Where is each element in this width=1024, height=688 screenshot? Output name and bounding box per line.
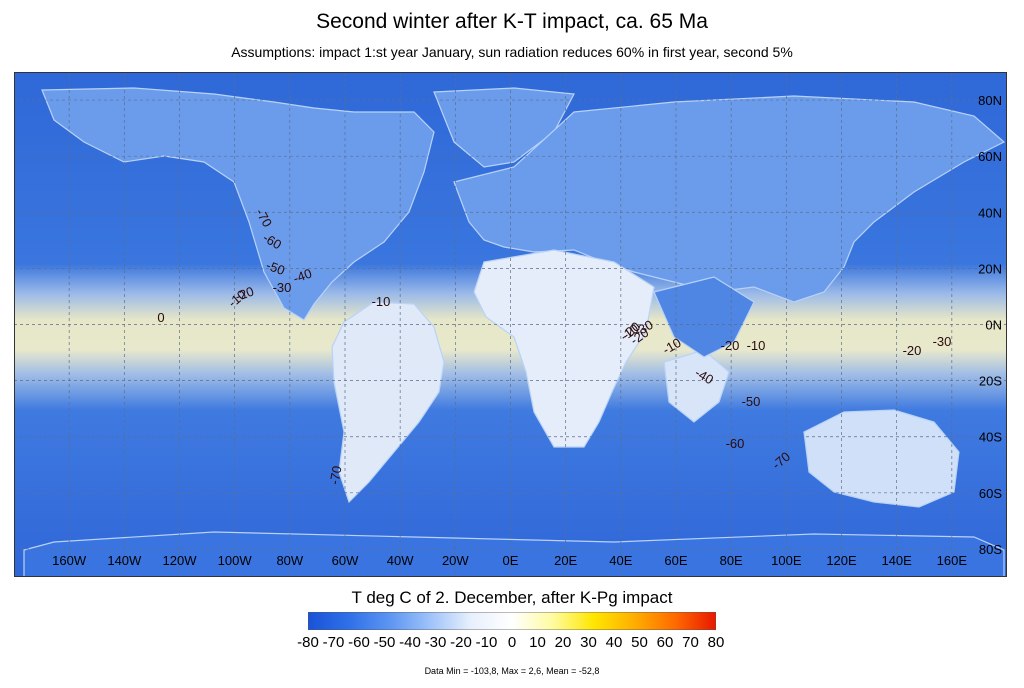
colorbar-title: T deg C of 2. December, after K-Pg impac… [351,588,673,607]
lat-label: 60N [978,149,1002,164]
colorbar-tick-label: -60 [348,634,370,651]
contour-label: -20 [233,284,256,305]
data-stats: Data Min = -103,8, Max = 2,6, Mean = -52… [424,666,600,676]
lon-label: 100W [218,553,253,568]
lat-label: 40N [978,205,1002,220]
map-frame [14,72,1007,577]
landmass-australia [803,409,960,508]
colorbar [308,612,716,630]
lon-label-group: 160W 140W 120W 100W 80W 60W 40W 20W 0E 20E 40E 60E 8… [52,553,967,568]
contour-label: -70 [327,465,345,486]
colorbar-tick-labels: -80 -70 -60 -50 -40 -30 -20 -10 0 10 20 30 40 50 60 70 8… [290,634,734,654]
lat-label-group: 80N 60N 40N 20N 0N 20S 40S 60S 80S [978,93,1002,557]
colorbar-tick-label: -50 [373,634,396,651]
lon-label: 20W [442,553,469,568]
colorbar-tick-label: 20 [554,634,572,651]
colorbar-tick-label: 30 [580,634,597,651]
lon-label: 140W [107,553,142,568]
lon-label: 120E [826,553,857,568]
lat-label: 80N [978,93,1002,108]
contour-label: -50 [742,394,761,409]
map-title: Second winter after K-T impact, ca. 65 M… [316,10,708,33]
lon-label: 160E [937,553,968,568]
colorbar-gradient [308,612,716,630]
lat-label: 0N [985,318,1002,333]
contour-label: -20 [721,338,740,353]
colorbar-tick-label: -30 [424,634,447,651]
lon-label: 160W [52,553,87,568]
lat-label: 20N [978,261,1002,276]
contour-label: -60 [726,436,745,451]
lon-label: 140E [881,553,912,568]
lat-label: 60S [979,486,1002,501]
colorbar-tick-label: -10 [475,634,498,651]
lat-label: 40S [979,430,1002,445]
temperature-map: 160W 140W 120W 100W 80W 60W 40W 20W 0E 20E 40E 60E 8… [14,72,1007,577]
lon-label: 60E [664,553,687,568]
colorbar-tick-label: -20 [450,634,472,651]
graticule [14,72,1007,577]
landmass-india [653,276,755,358]
colorbar-tick-label: 50 [631,634,648,651]
lat-label: 80S [979,542,1002,557]
landmass-eurasia [453,95,1006,303]
contour-label: -40 [291,266,314,287]
map-subtitle: Assumptions: impact 1:st year January, s… [231,44,793,60]
landmasses [23,87,1006,577]
landmass-africa [473,249,655,448]
colorbar-tick-label: 0 [507,634,517,651]
colorbar-tick-label: 10 [529,634,546,651]
colorbar-tick-label: 40 [605,634,623,651]
lon-label: 100E [771,553,802,568]
lon-label: 40E [609,553,632,568]
lon-label: 120W [163,553,198,568]
lat-label: 20S [979,374,1002,389]
landmass-south-america [331,301,445,504]
contour-label: -10 [747,338,766,353]
landmass-antarctica [23,531,1005,577]
lon-label: 20E [554,553,577,568]
lon-label: 80E [720,553,743,568]
contour-label: -20 [903,343,922,358]
contour-label: -30 [273,280,292,295]
colorbar-tick-label: 80 [707,634,725,651]
contour-label: 0 [157,310,164,325]
colorbar-tick-label: -70 [322,634,345,651]
colorbar-tick-label: -40 [399,634,421,651]
contour-label: -30 [933,334,952,349]
lon-label: 60W [332,553,359,568]
landmass-greenland [433,87,575,168]
contour-label: -10 [372,294,391,309]
colorbar-tick-label: 60 [656,634,674,651]
lon-label: 80W [276,553,303,568]
lon-label: 40W [387,553,414,568]
colorbar-tick-label: 70 [682,634,699,651]
lon-label: 0E [503,553,519,568]
contour-label: -50 [264,258,287,279]
colorbar-tick-label: -80 [297,634,319,651]
